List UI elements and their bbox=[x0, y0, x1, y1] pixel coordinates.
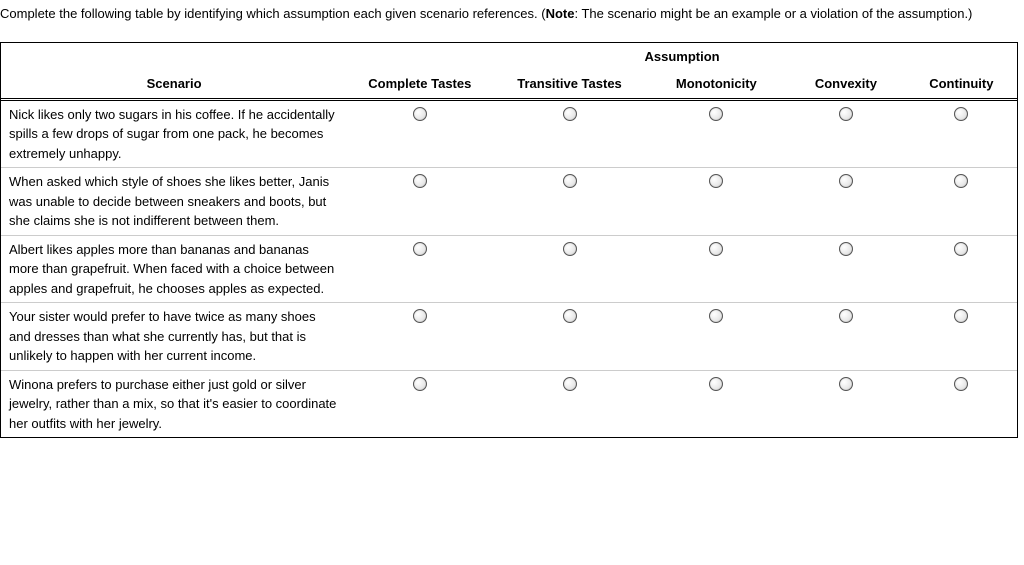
col-header-monotonicity: Monotonicity bbox=[647, 70, 786, 99]
table-row: Winona prefers to purchase either just g… bbox=[1, 370, 1017, 437]
column-header-row: Scenario Complete Tastes Transitive Tast… bbox=[1, 70, 1017, 99]
radio-option[interactable] bbox=[954, 309, 968, 323]
scenario-cell: Your sister would prefer to have twice a… bbox=[1, 303, 347, 371]
radio-option[interactable] bbox=[954, 242, 968, 256]
assumption-table-container: Assumption Scenario Complete Tastes Tran… bbox=[0, 42, 1018, 439]
radio-option[interactable] bbox=[954, 377, 968, 391]
radio-option[interactable] bbox=[563, 107, 577, 121]
group-header-assumption: Assumption bbox=[347, 43, 1017, 71]
assumption-table: Assumption Scenario Complete Tastes Tran… bbox=[1, 43, 1017, 438]
scenario-cell: Winona prefers to purchase either just g… bbox=[1, 370, 347, 437]
radio-option[interactable] bbox=[709, 174, 723, 188]
instructions-pre: Complete the following table by identify… bbox=[0, 6, 546, 21]
scenario-cell: Albert likes apples more than bananas an… bbox=[1, 235, 347, 303]
radio-option[interactable] bbox=[413, 107, 427, 121]
table-row: When asked which style of shoes she like… bbox=[1, 168, 1017, 236]
group-header-blank bbox=[1, 43, 347, 71]
radio-option[interactable] bbox=[709, 242, 723, 256]
radio-option[interactable] bbox=[839, 174, 853, 188]
radio-option[interactable] bbox=[413, 174, 427, 188]
group-header-row: Assumption bbox=[1, 43, 1017, 71]
radio-option[interactable] bbox=[954, 107, 968, 121]
radio-option[interactable] bbox=[839, 377, 853, 391]
col-header-complete: Complete Tastes bbox=[347, 70, 492, 99]
instructions-note-label: Note bbox=[546, 6, 575, 21]
table-row: Nick likes only two sugars in his coffee… bbox=[1, 99, 1017, 168]
radio-option[interactable] bbox=[839, 107, 853, 121]
table-row: Your sister would prefer to have twice a… bbox=[1, 303, 1017, 371]
col-header-continuity: Continuity bbox=[906, 70, 1017, 99]
radio-option[interactable] bbox=[839, 309, 853, 323]
radio-option[interactable] bbox=[709, 309, 723, 323]
radio-option[interactable] bbox=[954, 174, 968, 188]
scenario-cell: When asked which style of shoes she like… bbox=[1, 168, 347, 236]
table-body: Nick likes only two sugars in his coffee… bbox=[1, 99, 1017, 437]
radio-option[interactable] bbox=[413, 242, 427, 256]
radio-option[interactable] bbox=[563, 174, 577, 188]
radio-option[interactable] bbox=[563, 309, 577, 323]
radio-option[interactable] bbox=[709, 107, 723, 121]
radio-option[interactable] bbox=[563, 242, 577, 256]
scenario-header: Scenario bbox=[1, 70, 347, 99]
col-header-convexity: Convexity bbox=[786, 70, 906, 99]
radio-option[interactable] bbox=[839, 242, 853, 256]
table-row: Albert likes apples more than bananas an… bbox=[1, 235, 1017, 303]
instructions: Complete the following table by identify… bbox=[0, 0, 1024, 42]
col-header-transitive: Transitive Tastes bbox=[492, 70, 646, 99]
radio-option[interactable] bbox=[413, 309, 427, 323]
radio-option[interactable] bbox=[709, 377, 723, 391]
radio-option[interactable] bbox=[413, 377, 427, 391]
radio-option[interactable] bbox=[563, 377, 577, 391]
scenario-cell: Nick likes only two sugars in his coffee… bbox=[1, 99, 347, 168]
instructions-post: : The scenario might be an example or a … bbox=[574, 6, 972, 21]
